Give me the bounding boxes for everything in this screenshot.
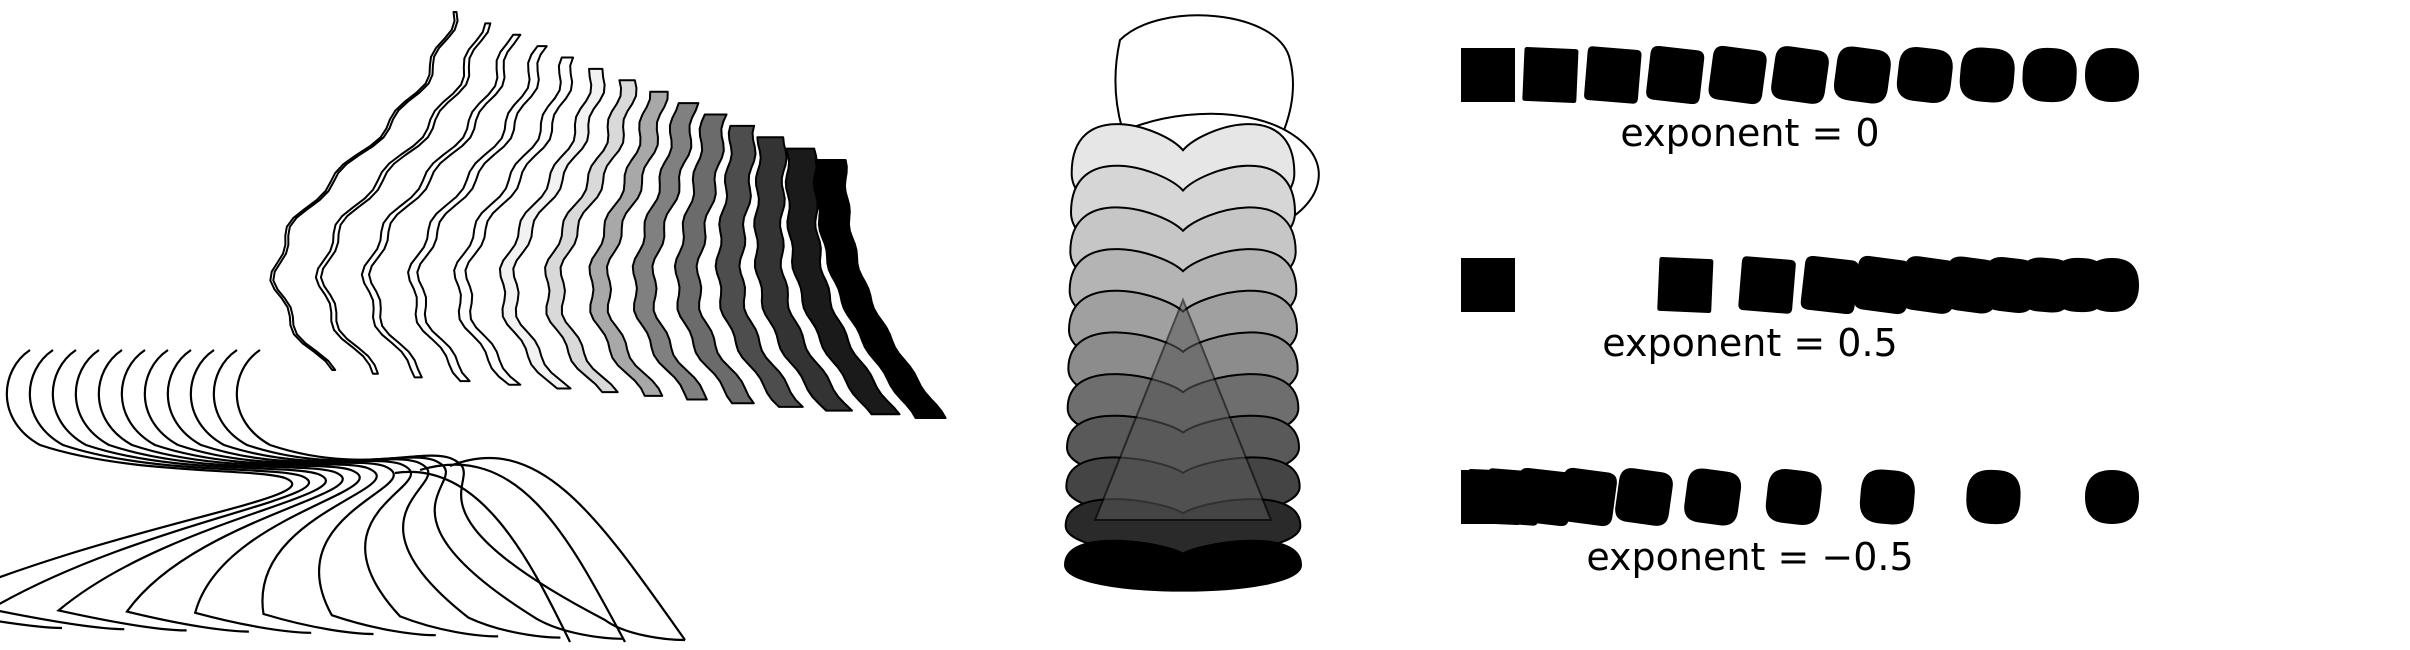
wavy-ribbon — [453, 56, 575, 386]
morph-rows-panel: exponent = 0 exponent = 0.5 exponent = −… — [1461, 45, 2139, 579]
wave-curve — [166, 349, 499, 638]
wavy-ribbon — [753, 136, 853, 412]
wavy-ribbon — [314, 22, 492, 375]
wavy-ribbon — [784, 147, 901, 416]
morph-shape — [1708, 45, 1767, 105]
wavy-ribbon — [631, 102, 708, 401]
morph-row-exponent-minus-0-5 — [1461, 467, 2139, 527]
morph-shape — [1615, 468, 1673, 526]
wavy-ribbon — [673, 113, 755, 405]
morph-shape — [1800, 255, 1859, 315]
morph-shape — [1515, 467, 1574, 527]
wavy-ribbon — [407, 45, 548, 383]
wavy-ribbon — [813, 159, 947, 419]
morph-shape — [1771, 46, 1829, 104]
wave-curve — [120, 349, 378, 636]
wave-curve — [394, 470, 571, 643]
morph-shape — [1646, 45, 1705, 105]
wave-curve — [51, 349, 327, 632]
cone-shape — [1093, 297, 1273, 521]
wavy-ribbon — [498, 67, 606, 390]
wavy-ribbon — [544, 79, 638, 394]
wavy-ribbon — [588, 90, 669, 397]
morph-shape — [2085, 470, 2139, 524]
morph-shape — [1558, 467, 1617, 527]
morph-shape — [1765, 469, 1822, 525]
wave-curves-panel — [0, 349, 686, 643]
morph-row-exponent-0-5 — [1461, 255, 2139, 315]
morph-shape — [1859, 469, 1915, 525]
label-exponent-0: exponent = 0 — [1620, 111, 1879, 155]
wave-curve — [449, 456, 686, 641]
morph-shape — [1738, 256, 1796, 314]
wave-curve — [419, 463, 626, 643]
morph-shape — [1657, 256, 1714, 314]
wave-curve — [0, 349, 311, 631]
morph-row-exponent-0 — [1461, 45, 2139, 105]
wavy-ribbons-panel — [269, 11, 947, 419]
morph-shape — [1896, 47, 1953, 103]
morph-shape — [1833, 46, 1891, 104]
label-exponent-0-5: exponent = 0.5 — [1602, 321, 1897, 365]
wave-curve — [97, 349, 361, 634]
morph-shape — [2022, 47, 2077, 103]
morph-shape — [1853, 255, 1912, 315]
stacked-loop — [1063, 539, 1303, 592]
stacked-loops-panel — [1063, 14, 1320, 592]
morph-shape — [1461, 258, 1515, 312]
wave-curve — [74, 349, 344, 633]
wavy-ribbon — [269, 11, 459, 371]
morph-shape — [1684, 468, 1742, 526]
morph-shape — [1522, 46, 1579, 104]
morph-shape — [2085, 48, 2139, 102]
wavy-ribbon — [360, 33, 522, 379]
morph-shape — [1584, 46, 1642, 104]
morph-shape — [1966, 469, 2021, 525]
wave-curve — [189, 349, 561, 639]
label-exponent-minus-0-5: exponent = −0.5 — [1586, 535, 1913, 579]
wave-curve — [212, 349, 623, 640]
wave-curve — [143, 349, 436, 637]
wave-curve — [0, 349, 294, 630]
wavy-ribbon — [714, 124, 804, 408]
morph-shape — [2085, 258, 2139, 312]
morph-shape — [1461, 48, 1515, 102]
morph-shape — [1959, 47, 2015, 103]
